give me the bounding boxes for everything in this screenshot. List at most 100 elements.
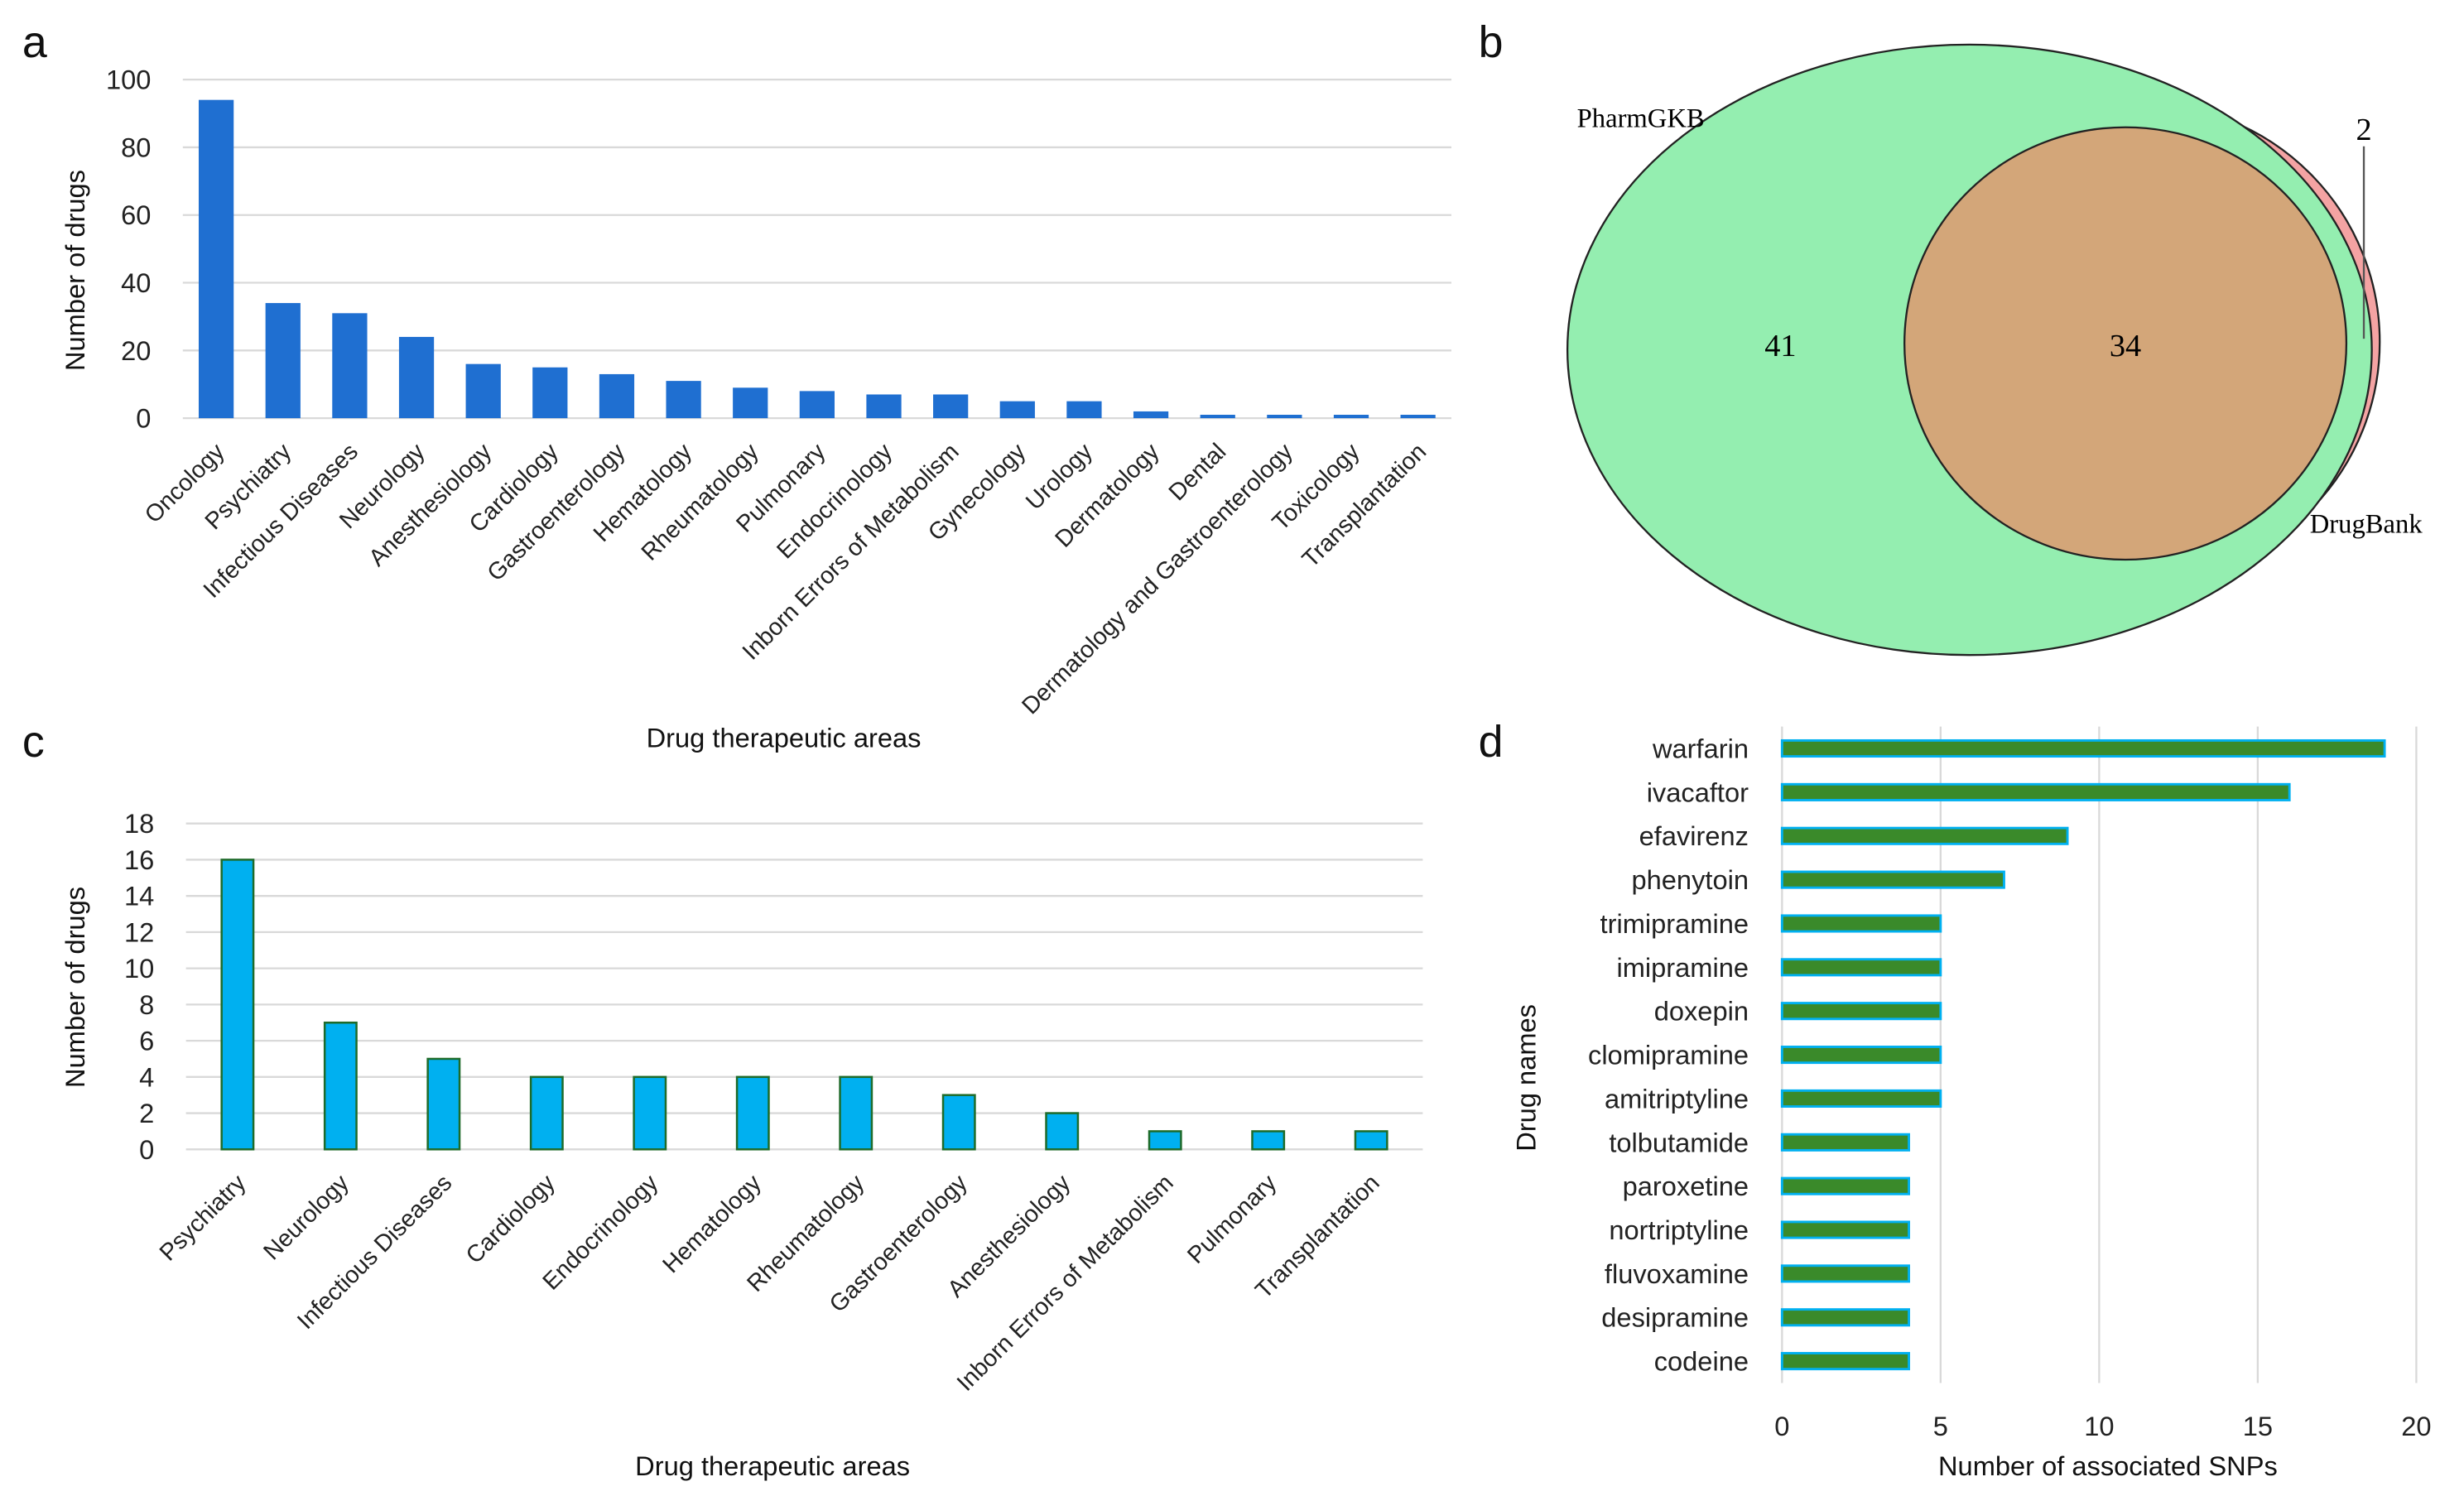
panel-c-bar bbox=[1148, 1130, 1182, 1151]
venn-label-pharmgkb: PharmGKB bbox=[1577, 104, 1705, 134]
panel-c-bar bbox=[1354, 1130, 1388, 1151]
panel-d-xtick-label: 15 bbox=[2243, 1411, 2273, 1441]
panel-d-xtick-label: 5 bbox=[1933, 1411, 1948, 1441]
panel-c-bar bbox=[941, 1094, 976, 1151]
panel-a-bar bbox=[733, 387, 768, 419]
panel-a-ytick-label: 80 bbox=[121, 132, 151, 162]
panel-c-ytick-label: 4 bbox=[139, 1061, 154, 1092]
panel-c-bar bbox=[1251, 1130, 1286, 1151]
panel-d-xtick-label: 20 bbox=[2401, 1411, 2431, 1441]
panel-a-bar bbox=[666, 381, 701, 419]
panel-d-bar bbox=[1780, 1133, 1910, 1152]
venn-count-drugbank-only: 2 bbox=[2356, 113, 2371, 147]
panel-a-chart: Number of drugs Drug therapeutic areas 0… bbox=[60, 65, 1451, 753]
panel-a-bar bbox=[866, 394, 902, 419]
panel-a-xtick-label: Endocrinology bbox=[772, 438, 898, 564]
panel-d-bar bbox=[1780, 782, 2291, 801]
panel-c-xtick-label: Neurology bbox=[258, 1169, 354, 1265]
panel-a-ytick-label: 100 bbox=[106, 65, 151, 95]
panel-a-bar bbox=[398, 336, 435, 419]
panel-a-ytick-label: 20 bbox=[121, 335, 151, 366]
panel-d-ytick-label: efavirenz bbox=[1639, 820, 1749, 851]
panel-c-ytick-label: 12 bbox=[124, 916, 154, 947]
panel-d-ytick-label: phenytoin bbox=[1632, 864, 1749, 895]
panel-d-ytick-label: fluvoxamine bbox=[1605, 1258, 1749, 1289]
panel-d-bar bbox=[1780, 914, 1942, 933]
panel-a-bar bbox=[465, 363, 501, 419]
panel-c-ytick-label: 8 bbox=[139, 989, 154, 1020]
panel-a-bar bbox=[999, 401, 1035, 419]
panel-c-bar bbox=[426, 1057, 461, 1151]
panel-d-ytick-label: trimipramine bbox=[1600, 908, 1749, 939]
panel-c-chart: Number of drugs Drug therapeutic areas 0… bbox=[60, 808, 1423, 1481]
panel-a-xlabel: Drug therapeutic areas bbox=[647, 723, 922, 753]
panel-a-bar bbox=[1400, 415, 1436, 419]
panel-d-bar bbox=[1780, 1046, 1942, 1065]
panel-d-bar bbox=[1780, 1220, 1910, 1239]
panel-c-bar bbox=[1045, 1112, 1080, 1151]
panel-d-ytick-label: ivacaftor bbox=[1647, 777, 1749, 807]
panel-a-bar bbox=[1200, 415, 1235, 419]
panel-c-bar bbox=[633, 1075, 667, 1151]
panel-a-ytick-label: 60 bbox=[121, 200, 151, 230]
panel-d-ytick-label: tolbutamide bbox=[1609, 1127, 1749, 1157]
panel-d-bar bbox=[1780, 1308, 1910, 1327]
panel-d-ylabel: Drug names bbox=[1511, 1004, 1542, 1152]
panel-c-bar bbox=[529, 1075, 564, 1151]
panel-c-xlabel: Drug therapeutic areas bbox=[635, 1450, 910, 1481]
panel-c-xtick-label: Pulmonary bbox=[1182, 1169, 1282, 1268]
panel-c-ytick-label: 18 bbox=[124, 808, 154, 839]
panel-d-bar bbox=[1780, 1264, 1910, 1283]
panel-a-bar bbox=[532, 367, 568, 419]
panel-c-bar bbox=[735, 1075, 770, 1151]
panel-c-ylabel: Number of drugs bbox=[60, 887, 90, 1088]
panel-a-bar bbox=[332, 313, 368, 419]
panel-d-ytick-label: warfarin bbox=[1652, 734, 1749, 764]
panel-a-xtick-label: Transplantation bbox=[1297, 439, 1432, 573]
venn-count-intersection: 34 bbox=[2110, 329, 2141, 363]
panel-c-ytick-label: 16 bbox=[124, 844, 154, 875]
panel-d-xtick-label: 10 bbox=[2084, 1411, 2114, 1441]
panel-letter-a: a bbox=[22, 17, 47, 67]
panel-d-bar bbox=[1780, 958, 1942, 977]
panel-a-bar bbox=[799, 391, 835, 419]
panel-d-ytick-label: paroxetine bbox=[1623, 1171, 1749, 1201]
panel-d-ytick-label: codeine bbox=[1654, 1346, 1749, 1377]
panel-d-xtick-label: 0 bbox=[1774, 1411, 1789, 1441]
panel-d-ytick-label: desipramine bbox=[1601, 1302, 1749, 1333]
panel-a-ylabel: Number of drugs bbox=[60, 170, 90, 371]
panel-letter-b: b bbox=[1479, 17, 1504, 67]
panel-a-xtick-label: Rheumatology bbox=[637, 438, 764, 565]
panel-d-bar bbox=[1780, 826, 2069, 845]
panel-c-xtick-label: Inborn Errors of Metabolism bbox=[952, 1170, 1179, 1397]
panel-d-bar bbox=[1780, 738, 2386, 758]
panel-a-bar bbox=[1133, 411, 1169, 419]
panel-b-venn: PharmGKB DrugBank 41 34 2 bbox=[1566, 43, 2423, 657]
panel-c-ytick-label: 0 bbox=[139, 1134, 154, 1165]
panel-a-bar bbox=[599, 373, 635, 419]
panel-d-ytick-label: amitriptyline bbox=[1605, 1083, 1749, 1114]
panel-d-ytick-label: imipramine bbox=[1616, 952, 1749, 983]
panel-c-ytick-label: 10 bbox=[124, 953, 154, 984]
panel-a-bar bbox=[1066, 401, 1102, 419]
panel-c-bar bbox=[839, 1075, 873, 1151]
panel-c-xtick-label: Hematology bbox=[657, 1169, 767, 1278]
panel-c-ytick-label: 2 bbox=[139, 1098, 154, 1128]
panel-c-ytick-label: 14 bbox=[124, 881, 154, 912]
panel-d-ytick-label: nortriptyline bbox=[1609, 1215, 1749, 1245]
panel-d-ytick-label: clomipramine bbox=[1588, 1040, 1749, 1070]
panel-letter-d: d bbox=[1479, 717, 1504, 767]
panel-d-bar bbox=[1780, 1002, 1942, 1021]
panel-d-chart: Drug names Number of associated SNPs 0 5 1… bbox=[1511, 726, 2432, 1481]
panel-c-ytick-label: 6 bbox=[139, 1026, 154, 1056]
panel-c-bar bbox=[323, 1021, 358, 1151]
panel-a-ytick-label: 40 bbox=[121, 267, 151, 298]
panel-letter-c: c bbox=[22, 717, 45, 767]
panel-c-xtick-label: Cardiology bbox=[461, 1169, 561, 1268]
venn-label-drugbank: DrugBank bbox=[2310, 509, 2423, 539]
panel-a-bar bbox=[1267, 415, 1302, 419]
panel-a-bar bbox=[265, 303, 301, 419]
panel-d-bar bbox=[1780, 870, 2005, 889]
panel-d-bar bbox=[1780, 1176, 1910, 1195]
